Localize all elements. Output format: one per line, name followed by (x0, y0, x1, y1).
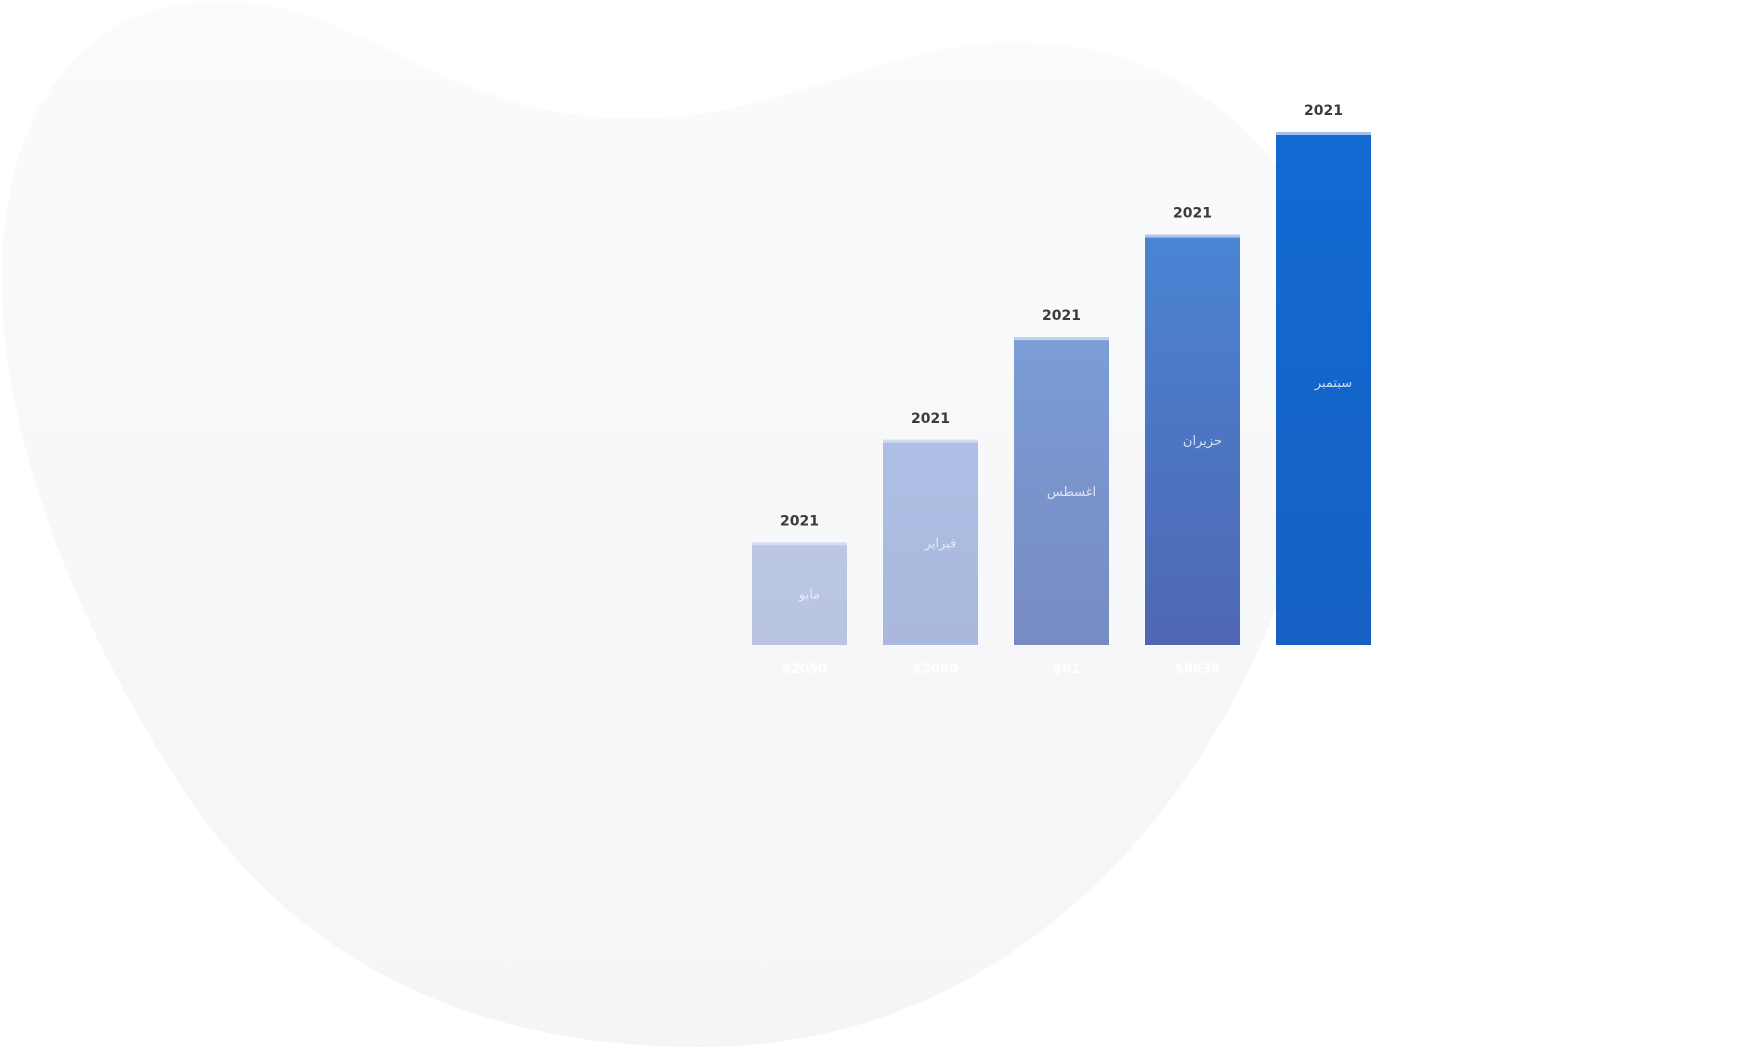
bar-group: 2021 سبتمبر (1276, 103, 1371, 645)
bar-cap (752, 542, 847, 546)
bar-category-label: حزيران (1183, 434, 1222, 449)
bar-year-label: 2021 (780, 513, 819, 529)
bar (883, 439, 978, 645)
bars-layer: 2021 مايو $2050 2021 فبراير $2050 2021 اغسطس $61… (752, 103, 1371, 677)
bar-year-label: 2021 (911, 411, 950, 427)
bar-value-label: $2050 (782, 662, 827, 677)
bar-cap (883, 439, 978, 443)
bar-value-label: $8635 (1175, 662, 1220, 677)
bar-group: 2021 اغسطس $61 (1014, 308, 1109, 677)
bar-cap (1276, 132, 1371, 135)
bar-category-label: فبراير (924, 536, 957, 551)
bar (1014, 337, 1109, 645)
bar-category-label: اغسطس (1047, 485, 1096, 500)
bar (1145, 234, 1240, 645)
bar-year-label: 2021 (1304, 103, 1343, 119)
bar-year-label: 2021 (1173, 206, 1212, 222)
bar (1276, 132, 1371, 645)
bar-group: 2021 حزيران $8635 (1145, 206, 1240, 677)
bar-cap (1014, 337, 1109, 341)
bar-group: 2021 مايو $2050 (752, 513, 847, 677)
bar (752, 542, 847, 645)
bar-year-label: 2021 (1042, 308, 1081, 324)
background-blob-shape (1, 1, 1331, 1047)
bar-category-label: مايو (798, 588, 820, 603)
bar-value-label: $2050 (913, 662, 958, 677)
bar-group: 2021 فبراير $2050 (883, 411, 978, 677)
bar-category-label: سبتمبر (1314, 376, 1352, 391)
bar-value-label: $61 (1053, 662, 1080, 677)
bar-cap (1145, 234, 1240, 238)
